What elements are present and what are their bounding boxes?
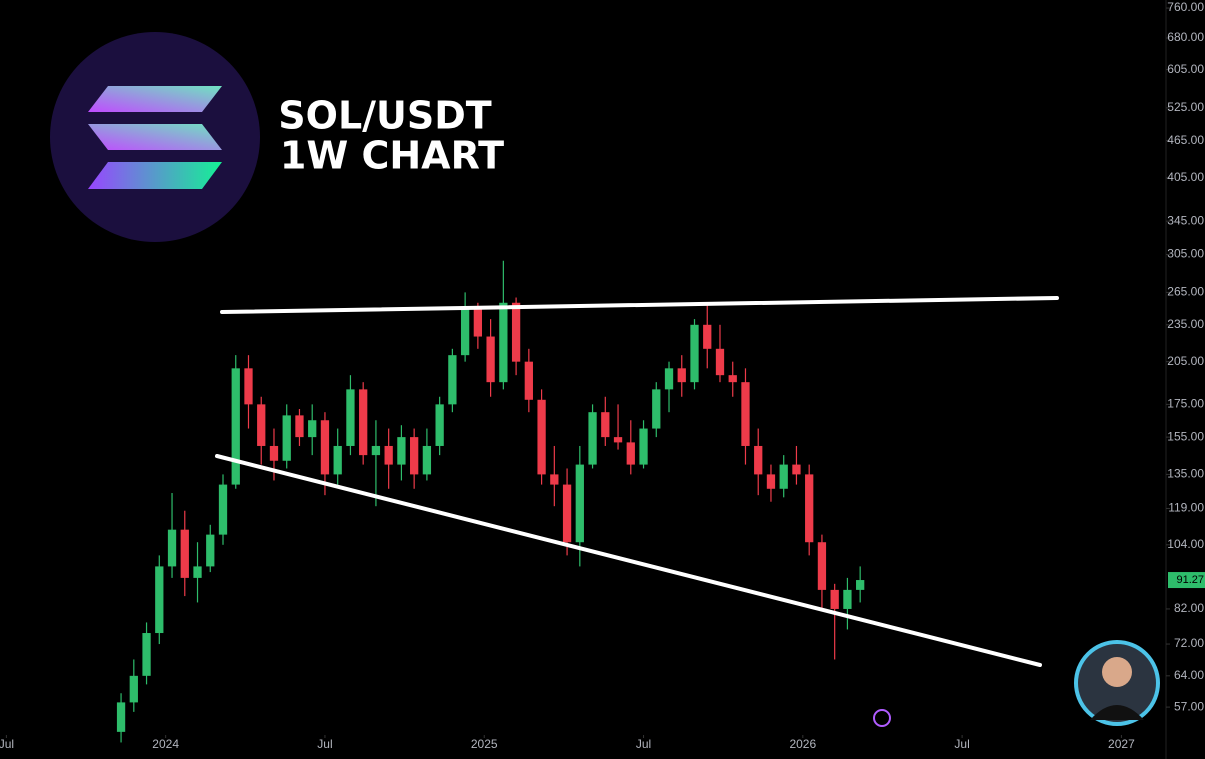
candle-body: [448, 355, 457, 405]
candle-body: [231, 368, 240, 485]
candle-body: [180, 529, 189, 578]
candle-body: [601, 412, 610, 438]
candle-body: [359, 389, 368, 456]
candle-body: [218, 484, 228, 535]
candle-body: [333, 445, 342, 475]
candle-body: [779, 464, 788, 489]
candle-body: [575, 464, 584, 543]
candle-body: [524, 361, 533, 400]
candle-body: [308, 420, 317, 438]
candle-body: [715, 348, 725, 376]
last-price-box: [1168, 572, 1205, 589]
last-price-label: 91.27: [1176, 574, 1204, 586]
candle-body: [142, 633, 151, 676]
x-tick-label: Jul: [636, 737, 651, 751]
candle-body: [397, 437, 406, 465]
candle-body: [843, 589, 852, 609]
x-tick-label: 2026: [789, 737, 816, 751]
avatar: [1074, 640, 1160, 726]
candle-body: [562, 484, 572, 543]
candle-body: [690, 324, 699, 383]
candle-body: [257, 404, 266, 446]
y-tick-label: 760.00: [1167, 0, 1204, 14]
support-line: [215, 454, 1042, 667]
candle-body: [639, 428, 648, 465]
y-tick-label: 605.00: [1167, 62, 1204, 76]
x-tick-label: 2027: [1108, 737, 1135, 751]
candle-body: [830, 589, 839, 609]
candle-body: [295, 415, 304, 438]
candle-body: [282, 415, 291, 461]
candle-body: [422, 445, 432, 475]
candle-body: [206, 534, 215, 567]
y-tick-label: 155.00: [1167, 429, 1204, 443]
y-tick-label: 525.00: [1167, 100, 1204, 114]
y-tick-label: 135.00: [1167, 467, 1204, 481]
candle-body: [486, 336, 495, 383]
candle-body: [613, 437, 623, 443]
candle-body: [805, 474, 814, 543]
x-tick-label: 2025: [471, 737, 498, 751]
candle-body: [792, 464, 801, 475]
y-tick-label: 57.00: [1174, 699, 1204, 713]
y-tick-label: 205.00: [1167, 354, 1204, 368]
y-tick-label: 345.00: [1167, 213, 1204, 227]
y-tick-label: 64.00: [1174, 668, 1204, 682]
candle-body: [410, 437, 419, 475]
candle-body: [626, 442, 635, 465]
candle-body: [728, 375, 737, 383]
candles: [116, 260, 865, 743]
resistance-line: [220, 296, 1059, 314]
candle-body: [766, 474, 776, 489]
candle-body: [856, 580, 865, 590]
candle-body: [588, 412, 597, 465]
candle-body: [741, 382, 750, 446]
logo: [50, 32, 260, 242]
candle-body: [384, 445, 393, 465]
candle-body: [371, 445, 381, 456]
candle-body: [473, 308, 483, 337]
candle-body: [664, 368, 674, 390]
x-tick-label: Jul: [954, 737, 969, 751]
candle-body: [129, 675, 138, 703]
y-tick-label: 680.00: [1167, 30, 1204, 44]
candle-body: [116, 702, 126, 732]
y-tick-label: 465.00: [1167, 133, 1204, 147]
y-tick-label: 405.00: [1167, 170, 1204, 184]
candle-body: [652, 389, 661, 429]
candle-body: [193, 566, 202, 578]
y-tick-label: 265.00: [1167, 285, 1204, 299]
candle-body: [346, 389, 355, 446]
candle-body: [244, 368, 253, 405]
candle-body: [499, 302, 508, 383]
x-tick-label: Jul: [317, 737, 332, 751]
candle-body: [167, 529, 177, 567]
candle-body: [550, 474, 559, 485]
candle-body: [320, 420, 330, 475]
candle-body: [155, 566, 164, 634]
x-tick-label: 2024: [152, 737, 179, 751]
y-tick-label: 175.00: [1167, 397, 1204, 411]
candle-body: [460, 308, 470, 356]
chart-subtitle: 1W CHART: [280, 134, 504, 178]
candle-body: [703, 324, 712, 349]
y-tick-label: 104.00: [1167, 537, 1204, 551]
candle-body: [817, 542, 827, 590]
candle-body: [435, 404, 444, 446]
candle-body: [677, 368, 686, 383]
chart-title: SOL/USDT: [278, 94, 492, 138]
y-tick-label: 305.00: [1167, 247, 1204, 261]
y-tick-label: 235.00: [1167, 317, 1204, 331]
y-tick-label: 82.00: [1174, 601, 1204, 615]
candle-body: [511, 302, 521, 362]
candle-body: [754, 445, 763, 475]
y-tick-label: 119.00: [1168, 501, 1204, 515]
candle-body: [269, 445, 279, 461]
icon: [873, 709, 891, 727]
y-tick-label: 72.00: [1174, 636, 1204, 650]
candle-body: [537, 399, 546, 475]
x-tick-label: Jul: [0, 737, 14, 751]
